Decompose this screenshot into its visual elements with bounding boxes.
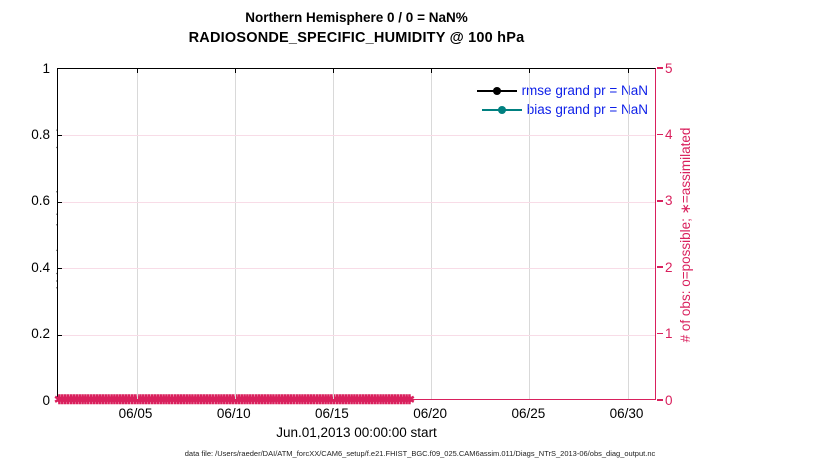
obs-marker-band: ✱✱✱✱✱✱✱✱✱✱✱✱✱✱✱✱✱✱✱✱✱✱✱✱✱✱✱✱✱✱✱✱✱✱✱✱✱✱✱✱…: [54, 392, 415, 407]
chart-title: Northern Hemisphere 0 / 0 = NaN% RADIOSO…: [57, 10, 656, 46]
legend-item: rmse grand pr = NaN: [476, 81, 648, 100]
left-ytick-label: 1: [42, 60, 50, 76]
right-ytick-label: 4: [665, 126, 673, 142]
x-tick-label: 06/10: [216, 406, 251, 421]
legend-line-marker: [476, 86, 517, 95]
legend-dot-icon: [492, 86, 501, 95]
right-ytick-label: 2: [665, 259, 673, 275]
legend: rmse grand pr = NaN bias grand pr = NaN: [476, 81, 648, 119]
right-ytick-label: 1: [665, 326, 673, 342]
title-line1: Northern Hemisphere 0 / 0 = NaN%: [245, 10, 468, 25]
x-tick-label: 06/30: [609, 406, 644, 421]
left-ytick-label: 0: [42, 392, 50, 408]
legend-line-marker: [481, 105, 522, 114]
left-ytick-label: 0.8: [31, 126, 50, 142]
x-tick-label: 06/25: [511, 406, 546, 421]
x-tick-label: 06/15: [315, 406, 349, 421]
right-ytick-label: 0: [665, 392, 673, 408]
legend-dot-icon: [497, 105, 506, 114]
plot-area: rmse grand pr = NaN bias grand pr = NaN ✱…: [54, 68, 656, 407]
data-file-note: data file: /Users/raeder/DAI/ATM_forcXX/…: [184, 449, 656, 458]
x-axis-label: Jun.01,2013 00:00:00 start: [276, 425, 437, 440]
x-tick-label: 06/20: [413, 406, 448, 421]
left-ytick-label: 0.4: [31, 259, 50, 275]
left-ytick-label: 0.6: [31, 193, 50, 209]
title-line2: RADIOSONDE_SPECIFIC_HUMIDITY @ 100 hPa: [188, 30, 525, 46]
x-tick-label: 06/05: [118, 406, 153, 421]
left-ytick-label: 0.2: [31, 326, 50, 342]
legend-label: rmse grand pr = NaN: [521, 83, 648, 98]
right-ytick-label: 3: [665, 193, 673, 209]
legend-item: bias grand pr = NaN: [477, 100, 648, 119]
legend-label: bias grand pr = NaN: [526, 102, 648, 117]
right-ytick-label: 5: [665, 60, 673, 76]
